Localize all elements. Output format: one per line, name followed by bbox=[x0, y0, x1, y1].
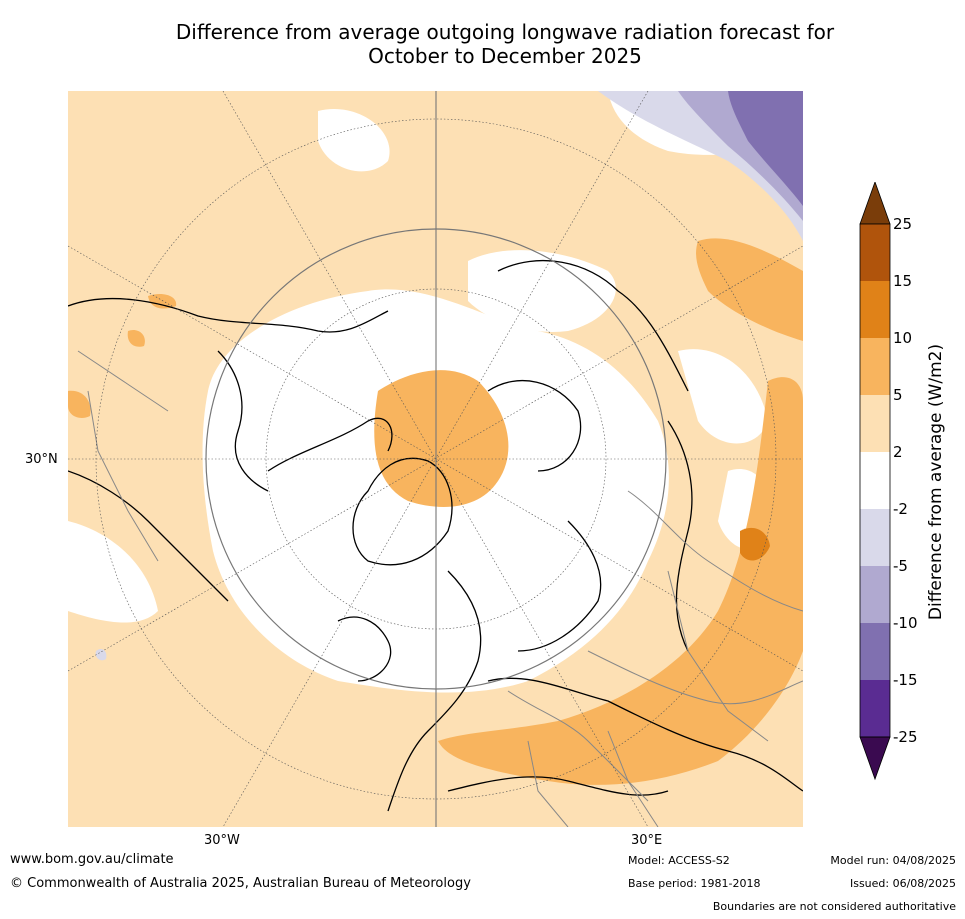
colorbar-tick-minus-25: -25 bbox=[893, 728, 918, 746]
map-title: Difference from average outgoing longwav… bbox=[120, 20, 890, 68]
footer-website-link[interactable]: www.bom.gov.au/climate bbox=[10, 852, 174, 867]
map-canvas bbox=[68, 91, 803, 827]
lat-label-30n: 30°N bbox=[25, 452, 58, 467]
colorbar-seg-neutral bbox=[860, 452, 890, 509]
colorbar-title: Difference from average (W/m2) bbox=[926, 343, 946, 621]
colorbar-seg-m15-m25 bbox=[860, 680, 890, 737]
anomaly-10-15 bbox=[740, 527, 770, 561]
anomaly-neg-small bbox=[95, 648, 107, 661]
title-line-1: Difference from average outgoing longwav… bbox=[175, 20, 835, 44]
footer-disclaimer: Boundaries are not considered authoritat… bbox=[712, 900, 956, 913]
footer-copyright: © Commonwealth of Australia 2025, Austra… bbox=[10, 876, 471, 891]
colorbar-tick-5: 5 bbox=[893, 386, 903, 404]
colorbar-tick-2: 2 bbox=[893, 443, 903, 461]
colorbar-seg-15-25 bbox=[860, 224, 890, 281]
country-borders bbox=[77, 350, 803, 827]
colorbar-seg-5-10 bbox=[860, 338, 890, 395]
colorbar-svg bbox=[859, 180, 891, 781]
colorbar-seg-2-5 bbox=[860, 395, 890, 452]
footer-model: Model: ACCESS-S2 bbox=[628, 854, 730, 867]
colorbar-under-arrow bbox=[859, 736, 891, 781]
colorbar-tick-minus-15: -15 bbox=[893, 671, 918, 689]
colorbar-tick-minus-5: -5 bbox=[893, 557, 908, 575]
polar-map bbox=[68, 91, 803, 827]
colorbar-tick-25: 25 bbox=[893, 215, 913, 233]
anomaly-neg-10-15 bbox=[728, 91, 803, 206]
colorbar-over-arrow bbox=[859, 180, 891, 225]
footer-issued: Issued: 06/08/2025 bbox=[849, 877, 956, 890]
footer-base-period: Base period: 1981-2018 bbox=[628, 877, 761, 890]
colorbar-tick-minus-2: -2 bbox=[893, 500, 908, 518]
footer-model-run: Model run: 04/08/2025 bbox=[830, 854, 956, 867]
colorbar-seg-m5-m10 bbox=[860, 566, 890, 623]
colorbar-seg-m2-m5 bbox=[860, 509, 890, 566]
colorbar bbox=[858, 180, 965, 782]
colorbar-tick-minus-10: -10 bbox=[893, 614, 918, 632]
lon-label-30e: 30°E bbox=[631, 833, 663, 848]
anomaly-5-10 bbox=[68, 238, 803, 785]
colorbar-seg-10-15 bbox=[860, 281, 890, 338]
colorbar-tick-10: 10 bbox=[893, 329, 913, 347]
colorbar-seg-m10-m15 bbox=[860, 623, 890, 680]
title-line-2: October to December 2025 bbox=[368, 44, 642, 68]
lon-label-30w: 30°W bbox=[204, 833, 240, 848]
coastlines bbox=[68, 259, 803, 812]
colorbar-outline bbox=[859, 223, 891, 738]
colorbar-tick-15: 15 bbox=[893, 272, 913, 290]
